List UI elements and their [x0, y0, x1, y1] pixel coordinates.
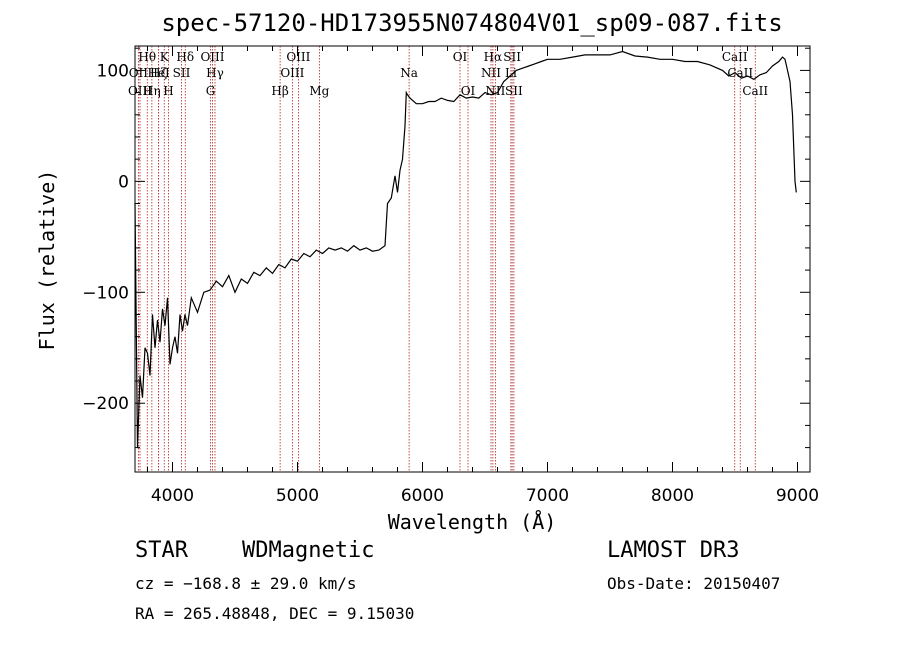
- emission-line-label: SII: [173, 66, 191, 80]
- x-axis-ticks: 4000 5000 6000 7000 8000 9000: [147, 46, 819, 506]
- x-tick-label: 5000: [276, 486, 319, 506]
- emission-line-label: NII: [485, 84, 505, 98]
- emission-line-label: Hβ: [271, 84, 288, 98]
- x-tick-label: 9000: [776, 486, 819, 506]
- emission-line-label: K: [160, 50, 170, 64]
- spectrum-line: [134, 50, 797, 448]
- x-axis-label: Wavelength (Å): [388, 510, 557, 534]
- emission-line-markers: [137, 46, 756, 472]
- emission-line-label: Hζ: [150, 66, 167, 80]
- survey-name: LAMOST DR3: [607, 538, 740, 563]
- emission-line-label: CaII: [722, 50, 748, 64]
- emission-line-label: Li: [505, 66, 517, 80]
- emission-line-label: Hη: [143, 84, 161, 98]
- emission-line-label: Hγ: [206, 66, 224, 80]
- object-subclass: WDMagnetic: [242, 538, 375, 563]
- emission-line-label: H: [163, 84, 173, 98]
- emission-line-label: G: [206, 84, 216, 98]
- plot-frame: [134, 45, 811, 473]
- emission-line-label: OII: [129, 66, 149, 80]
- emission-line-label: HeI: [147, 66, 170, 80]
- emission-line-label: OIII: [128, 84, 152, 98]
- emission-line-label: SII: [505, 84, 523, 98]
- emission-line-label: OIII: [280, 66, 304, 80]
- emission-line-label: Na: [400, 66, 418, 80]
- emission-line-label: SII: [503, 50, 521, 64]
- y-tick-label: 0: [118, 172, 129, 192]
- observation-date: Obs-Date: 20150407: [607, 574, 781, 593]
- coordinates: RA = 265.48848, DEC = 9.15030: [135, 604, 415, 623]
- emission-line-label: Hθ: [138, 50, 156, 64]
- emission-line-label: Mg: [309, 84, 329, 98]
- emission-line-label: Hα: [484, 50, 503, 64]
- x-tick-label: 8000: [651, 486, 694, 506]
- x-tick-label: 6000: [401, 486, 444, 506]
- x-tick-label: 4000: [151, 486, 194, 506]
- emission-line-label: OIII: [200, 50, 224, 64]
- emission-line-label: OIII: [286, 50, 310, 64]
- chart-title: spec-57120-HD173955N074804V01_sp09-087.f…: [161, 9, 782, 37]
- object-class: STAR: [135, 538, 188, 563]
- y-tick-label: 100: [97, 61, 129, 81]
- emission-line-label: OI: [461, 84, 476, 98]
- emission-line-label: Hδ: [176, 50, 194, 64]
- emission-line-label: NII: [481, 66, 501, 80]
- emission-line-label: CaII: [742, 84, 768, 98]
- y-axis-label: Flux (relative): [35, 170, 59, 351]
- y-tick-label: −200: [82, 394, 129, 414]
- redshift-info: cz = −168.8 ± 29.0 km/s: [135, 574, 357, 593]
- y-tick-label: −100: [82, 283, 129, 303]
- x-tick-label: 7000: [526, 486, 569, 506]
- emission-line-label: OI: [453, 50, 468, 64]
- y-axis-ticks: 100 0 −100 −200: [82, 47, 810, 449]
